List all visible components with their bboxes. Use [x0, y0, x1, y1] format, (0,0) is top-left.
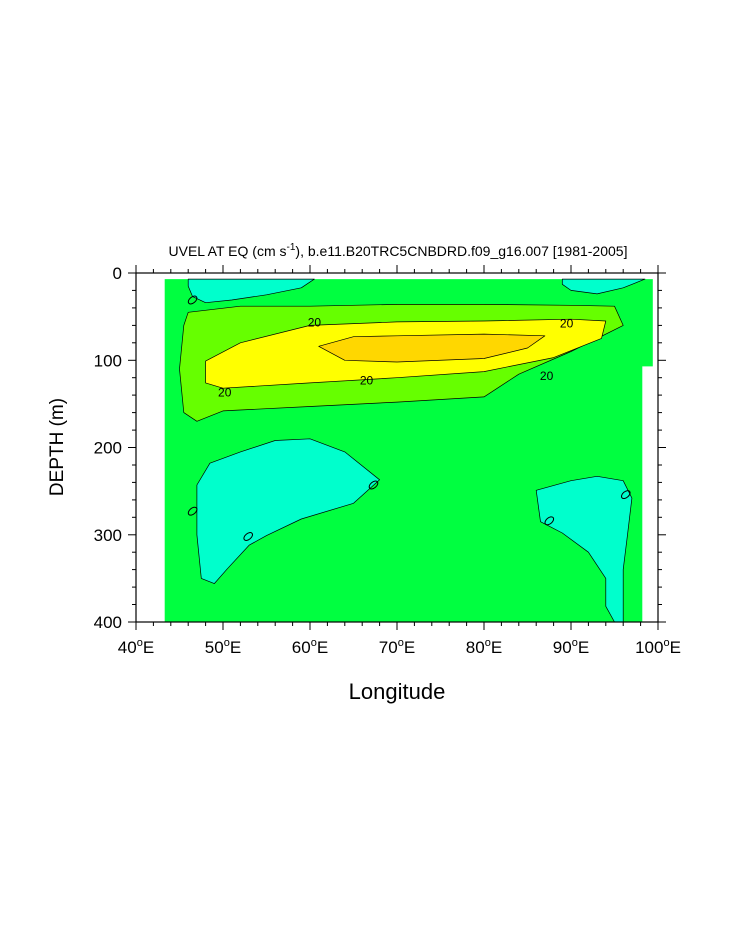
x-tick-label-70: 70oE — [379, 637, 415, 657]
plot-area: 20 20 20 20 20 — [136, 273, 658, 623]
x-tick-label-90: 90oE — [553, 637, 589, 657]
contour-region-negative-top-right — [561, 278, 646, 295]
x-axis-label: Longitude — [349, 679, 446, 704]
contour-label-zero-9 — [544, 516, 555, 526]
contour-label-2: 20 — [360, 373, 374, 387]
contour-label-3: 20 — [540, 369, 554, 383]
x-tick-label-80: 80oE — [466, 637, 502, 657]
contour-label-zero-8 — [368, 480, 379, 490]
contour-label-0: 20 — [308, 316, 322, 330]
chart-title-main: UVEL AT EQ (cm s — [169, 243, 287, 259]
contour-label-zero-10 — [621, 490, 631, 500]
y-tick-label-300: 300 — [94, 526, 122, 545]
y-tick-label-200: 200 — [94, 439, 122, 458]
chart-title: UVEL AT EQ (cm s-1), b.e11.B20TRC5CNBDRD… — [169, 242, 628, 259]
y-tick-label-0: 0 — [113, 264, 122, 283]
contour-region-negative-bottom-left — [196, 438, 380, 584]
y-tick-label-100: 100 — [94, 351, 122, 370]
contour-labels: 20 20 20 20 20 — [187, 295, 631, 541]
contour-region-negative-top-left — [187, 278, 315, 304]
contour-label-zero-7 — [243, 532, 253, 541]
contour-label-4: 20 — [218, 386, 232, 400]
contour-label-1: 20 — [560, 317, 574, 331]
x-tick-label-100: 100oE — [635, 637, 681, 657]
y-axis: 0 100 200 300 400 — [94, 264, 666, 632]
chart-title-superscript: -1 — [287, 242, 296, 253]
x-tick-label-40: 40oE — [118, 637, 154, 657]
x-axis: 40oE 50oE 60oE 70oE 80oE 90oE 100oE — [118, 265, 681, 657]
contour-regions — [164, 278, 653, 623]
x-tick-label-50: 50oE — [205, 637, 241, 657]
chart-title-rest: ), b.e11.B20TRC5CNBDRD.f09_g16.007 [1981… — [295, 243, 627, 259]
contour-region-thirty-plus — [318, 333, 546, 363]
contour-label-zero-5 — [187, 295, 198, 305]
y-tick-label-400: 400 — [94, 613, 122, 632]
y-axis-label: DEPTH (m) — [47, 398, 68, 496]
x-tick-label-60: 60oE — [292, 637, 328, 657]
contour-label-zero-6 — [187, 506, 198, 516]
